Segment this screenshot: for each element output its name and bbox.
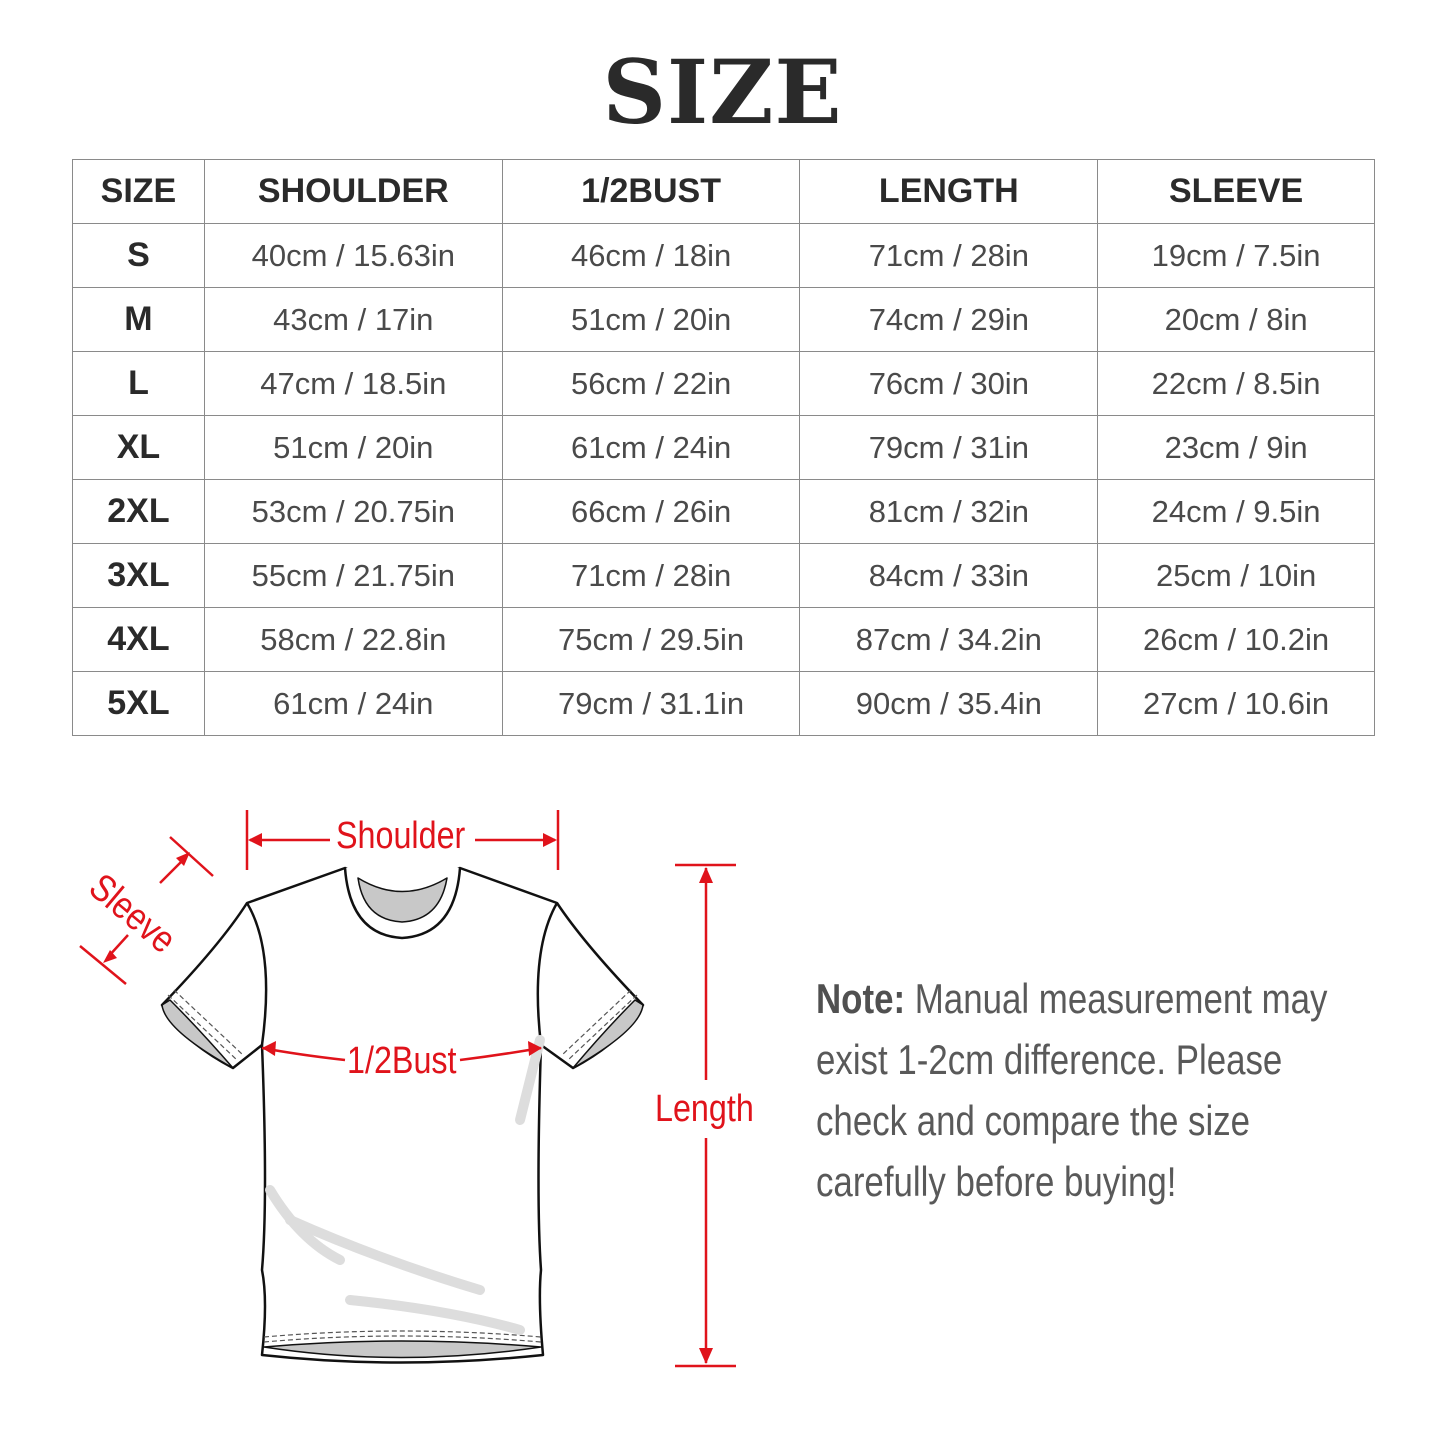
measurement-cell: 56cm / 22in: [501, 351, 801, 416]
shoulder-label: Shoulder: [336, 815, 466, 857]
length-label: Length: [655, 1088, 754, 1130]
column-header: SLEEVE: [1097, 159, 1375, 224]
measurement-cell: 27cm / 10.6in: [1097, 671, 1375, 736]
note-text: Note: Manual measurement may exist 1-2cm…: [816, 968, 1356, 1212]
bust-label: 1/2Bust: [347, 1040, 457, 1082]
measurement-cell: 75cm / 29.5in: [501, 607, 801, 672]
measurement-cell: 43cm / 17in: [203, 287, 503, 352]
table-header-row: SIZE SHOULDER 1/2BUST LENGTH SLEEVE: [72, 159, 1375, 224]
table-row: S 40cm / 15.63in 46cm / 18in 71cm / 28in 19c…: [72, 223, 1375, 288]
page-title: SIZE: [602, 40, 843, 144]
measurement-cell: 51cm / 20in: [501, 287, 801, 352]
measurement-cell: 51cm / 20in: [203, 415, 503, 480]
measurement-cell: 23cm / 9in: [1097, 415, 1375, 480]
column-header: SIZE: [72, 159, 205, 224]
measurement-cell: 79cm / 31in: [799, 415, 1099, 480]
measurement-cell: 40cm / 15.63in: [203, 223, 503, 288]
measurement-cell: 84cm / 33in: [799, 543, 1099, 608]
measurement-cell: 58cm / 22.8in: [203, 607, 503, 672]
note-body: Manual measurement may exist 1-2cm diffe…: [816, 975, 1328, 1205]
size-cell: L: [72, 351, 205, 416]
size-cell: M: [72, 287, 205, 352]
measurement-cell: 19cm / 7.5in: [1097, 223, 1375, 288]
column-header: LENGTH: [799, 159, 1099, 224]
measurement-cell: 20cm / 8in: [1097, 287, 1375, 352]
measurement-cell: 74cm / 29in: [799, 287, 1099, 352]
size-table: SIZE SHOULDER 1/2BUST LENGTH SLEEVE S 40cm / …: [72, 159, 1375, 736]
measurement-cell: 46cm / 18in: [501, 223, 801, 288]
measurement-cell: 24cm / 9.5in: [1097, 479, 1375, 544]
size-cell: 2XL: [72, 479, 205, 544]
measurement-cell: 26cm / 10.2in: [1097, 607, 1375, 672]
measurement-cell: 81cm / 32in: [799, 479, 1099, 544]
column-header: 1/2BUST: [501, 159, 801, 224]
measurement-cell: 61cm / 24in: [203, 671, 503, 736]
tshirt-illustration: [160, 866, 645, 1364]
measurement-cell: 71cm / 28in: [501, 543, 801, 608]
size-cell: 3XL: [72, 543, 205, 608]
measurement-cell: 90cm / 35.4in: [799, 671, 1099, 736]
measurement-cell: 66cm / 26in: [501, 479, 801, 544]
table-row: L 47cm / 18.5in 56cm / 22in 76cm / 30in 22cm…: [72, 351, 1375, 416]
measurement-cell: 22cm / 8.5in: [1097, 351, 1375, 416]
size-cell: S: [72, 223, 205, 288]
note-label: Note:: [816, 975, 906, 1022]
measurement-cell: 55cm / 21.75in: [203, 543, 503, 608]
measurement-cell: 76cm / 30in: [799, 351, 1099, 416]
table-row: 5XL 61cm / 24in 79cm / 31.1in 90cm / 35.4in…: [72, 671, 1375, 736]
measurement-cell: 61cm / 24in: [501, 415, 801, 480]
measurement-cell: 53cm / 20.75in: [203, 479, 503, 544]
size-cell: 5XL: [72, 671, 205, 736]
table-row: XL 51cm / 20in 61cm / 24in 79cm / 31in 23cm …: [72, 415, 1375, 480]
table-row: M 43cm / 17in 51cm / 20in 74cm / 29in 20cm /…: [72, 287, 1375, 352]
table-row: 3XL 55cm / 21.75in 71cm / 28in 84cm / 33in 2…: [72, 543, 1375, 608]
measurement-cell: 47cm / 18.5in: [203, 351, 503, 416]
size-cell: 4XL: [72, 607, 205, 672]
table-row: 2XL 53cm / 20.75in 66cm / 26in 81cm / 32in 2…: [72, 479, 1375, 544]
measurement-arrows: [79, 810, 736, 1368]
measurement-cell: 25cm / 10in: [1097, 543, 1375, 608]
measurement-cell: 79cm / 31.1in: [501, 671, 801, 736]
